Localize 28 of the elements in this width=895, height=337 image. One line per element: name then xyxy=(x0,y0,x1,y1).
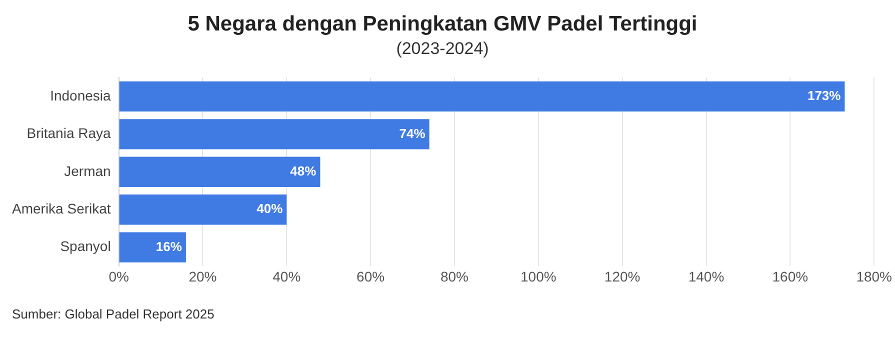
x-tick-label: 100% xyxy=(520,268,556,284)
x-tick-label: 0% xyxy=(108,268,129,284)
data-label: 48% xyxy=(290,163,317,178)
data-label: 16% xyxy=(156,238,182,254)
chart-subtitle: (2023-2024) xyxy=(396,39,489,58)
x-tick-label: 20% xyxy=(188,268,217,284)
x-tick-label: 160% xyxy=(772,268,808,284)
x-tick-label: 80% xyxy=(440,268,469,284)
y-tick-label: Amerika Serikat xyxy=(12,200,111,216)
x-tick-label: 140% xyxy=(688,268,724,284)
bar xyxy=(119,194,287,225)
y-tick-label: Spanyol xyxy=(60,238,111,254)
chart-title: 5 Negara dengan Peningkatan GMV Padel Tertinggi xyxy=(188,12,698,36)
data-label: 40% xyxy=(256,201,284,216)
text: Sumber: Global Padel Report 2025 xyxy=(12,306,214,322)
data-label: 74% xyxy=(399,126,426,141)
y-tick-label: Britania Raya xyxy=(26,125,112,142)
bar xyxy=(119,119,430,150)
data-label: 173% xyxy=(807,88,842,104)
bar xyxy=(119,156,320,187)
y-tick-label: Indonesia xyxy=(50,87,112,104)
y-tick-label: Jerman xyxy=(64,162,111,179)
x-tick-label: 120% xyxy=(604,268,640,284)
x-tick-label: 180% xyxy=(856,268,892,284)
x-tick-label: 40% xyxy=(272,268,301,284)
x-tick-label: 60% xyxy=(356,268,385,284)
bar xyxy=(119,232,186,262)
bar xyxy=(119,81,845,112)
